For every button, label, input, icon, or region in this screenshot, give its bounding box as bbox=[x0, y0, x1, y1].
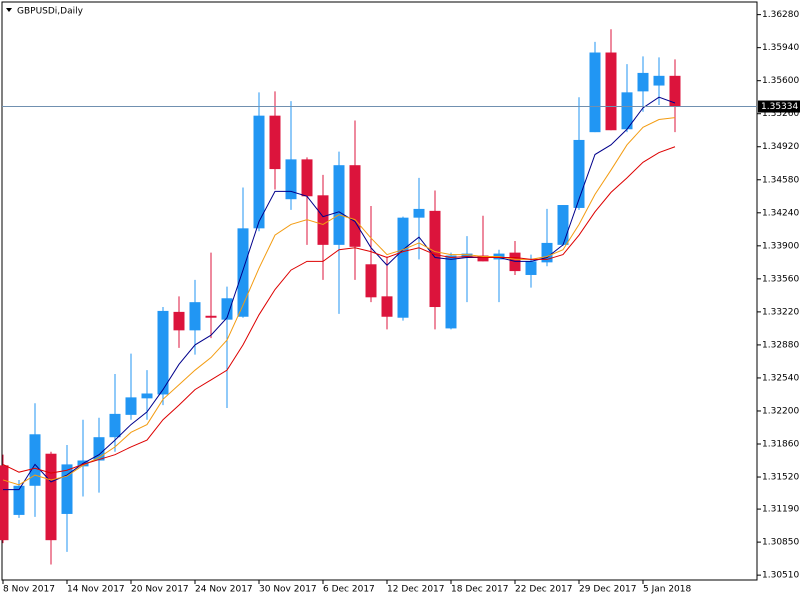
candle-body bbox=[429, 210, 441, 308]
candle-body bbox=[269, 115, 281, 170]
x-tick-label: 29 Dec 2017 bbox=[579, 585, 637, 595]
x-tick-label: 8 Nov 2017 bbox=[3, 585, 55, 595]
y-tick-label: 1.31190 bbox=[762, 505, 799, 515]
last-price-label: 1.35334 bbox=[761, 102, 798, 112]
y-tick-label: 1.36280 bbox=[762, 10, 799, 20]
moving-average-line bbox=[2, 146, 676, 474]
y-tick-label: 1.34580 bbox=[762, 175, 799, 185]
last-price-box bbox=[758, 100, 800, 113]
y-tick-label: 1.35600 bbox=[762, 76, 799, 86]
y-tick-label: 1.34920 bbox=[762, 142, 799, 152]
candle-body bbox=[333, 165, 345, 245]
y-tick-label: 1.33560 bbox=[762, 274, 799, 284]
candle-body bbox=[125, 397, 137, 415]
menu-triangle[interactable] bbox=[6, 8, 12, 12]
candle-body bbox=[205, 315, 217, 318]
candle-body bbox=[365, 264, 377, 298]
y-tick-label: 1.34240 bbox=[762, 208, 799, 218]
y-tick-label: 1.33220 bbox=[762, 307, 799, 317]
candle-body bbox=[461, 253, 473, 258]
x-tick-label: 6 Dec 2017 bbox=[323, 585, 375, 595]
candle-body bbox=[445, 255, 457, 329]
candle-body bbox=[29, 434, 41, 486]
candle-body bbox=[317, 195, 329, 245]
candle-body bbox=[93, 437, 105, 461]
candle-body bbox=[109, 413, 121, 438]
y-tick-label: 1.33900 bbox=[762, 241, 799, 251]
y-tick-label: 1.35940 bbox=[762, 43, 799, 53]
y-tick-label: 1.32880 bbox=[762, 340, 799, 350]
candle-body bbox=[477, 255, 489, 262]
y-tick-label: 1.31520 bbox=[762, 473, 799, 483]
x-tick-label: 14 Nov 2017 bbox=[67, 585, 125, 595]
candle-body bbox=[557, 205, 569, 245]
chart-title: GBPUSDi,Daily bbox=[17, 7, 84, 17]
y-tick-label: 1.32200 bbox=[762, 406, 799, 416]
candle-body bbox=[541, 242, 553, 263]
candle-body bbox=[61, 464, 73, 514]
candle-body bbox=[589, 52, 601, 133]
x-tick-label: 22 Dec 2017 bbox=[515, 585, 573, 595]
moving-average-line bbox=[3, 96, 676, 491]
candle-body bbox=[157, 310, 169, 395]
candle-body bbox=[253, 115, 265, 229]
candle-body bbox=[413, 208, 425, 218]
candle-body bbox=[237, 228, 249, 317]
y-tick-label: 1.30850 bbox=[762, 538, 799, 548]
y-tick-label: 1.31860 bbox=[762, 440, 799, 450]
y-tick-label: 1.35260 bbox=[762, 109, 799, 119]
candle-body bbox=[301, 159, 313, 197]
candle-body bbox=[381, 296, 393, 317]
y-tick-label: 1.30510 bbox=[762, 571, 799, 581]
candle-body bbox=[45, 453, 57, 541]
candle-body bbox=[13, 485, 25, 515]
candle-body bbox=[637, 72, 649, 92]
x-tick-label: 5 Jan 2018 bbox=[643, 585, 691, 595]
candle-body bbox=[669, 75, 681, 107]
candle-body bbox=[605, 52, 617, 131]
x-tick-label: 18 Dec 2017 bbox=[451, 585, 509, 595]
candle-body bbox=[525, 261, 537, 275]
candle-body bbox=[221, 298, 233, 320]
candle-body bbox=[621, 92, 633, 130]
plot-border bbox=[1, 1, 758, 581]
candle-body bbox=[349, 165, 361, 247]
x-tick-label: 20 Nov 2017 bbox=[131, 585, 189, 595]
candle-body bbox=[189, 302, 201, 331]
x-tick-label: 24 Nov 2017 bbox=[195, 585, 253, 595]
candle-body bbox=[141, 393, 153, 399]
y-tick-label: 1.32540 bbox=[762, 373, 799, 383]
candle-body bbox=[653, 75, 665, 86]
candle-body bbox=[285, 159, 297, 200]
x-tick-label: 30 Nov 2017 bbox=[259, 585, 317, 595]
x-tick-label: 12 Dec 2017 bbox=[387, 585, 445, 595]
candle-body bbox=[0, 465, 9, 541]
candle-body bbox=[173, 311, 185, 331]
candle-body bbox=[397, 217, 409, 318]
moving-average-line bbox=[2, 117, 676, 486]
candle-body bbox=[573, 139, 585, 208]
